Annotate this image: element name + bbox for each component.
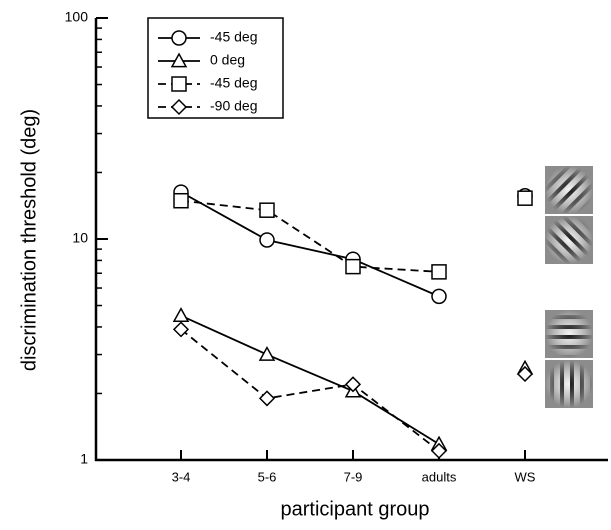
- data-point: [344, 376, 362, 393]
- patch-oblique-left: [535, 206, 603, 274]
- y-tick-label: 100: [65, 9, 89, 25]
- series-line: [180, 328, 440, 452]
- patch-vertical: [545, 360, 593, 408]
- patch-horizontal: [545, 310, 593, 358]
- x-axis-label: participant group: [281, 498, 430, 520]
- legend: [147, 17, 284, 119]
- series-line: [180, 191, 440, 298]
- legend-marker: [170, 98, 188, 116]
- legend-label: -45 deg: [210, 29, 257, 45]
- data-point: [172, 307, 190, 322]
- series-line: [180, 314, 440, 445]
- y-tick-label: 1: [80, 451, 88, 467]
- data-point: [258, 346, 276, 361]
- data-point: [172, 321, 190, 338]
- x-tick-label: 3-4: [172, 469, 191, 484]
- data-point: [173, 192, 189, 209]
- x-tick-label: 7-9: [344, 469, 363, 484]
- stimulus-patches: [535, 156, 603, 408]
- legend-marker: [171, 30, 187, 46]
- data-point: [431, 264, 447, 280]
- x-tick-label: 5-6: [258, 469, 277, 484]
- legend-label: -45 deg: [210, 75, 257, 91]
- data-point: [259, 232, 275, 248]
- series-line: [180, 199, 440, 273]
- legend-label: -90 deg: [210, 98, 257, 114]
- data-point: [345, 258, 361, 275]
- legend-label: 0 deg: [210, 52, 245, 68]
- data-point: [258, 390, 276, 407]
- data-point: [259, 202, 275, 218]
- legend-marker: [171, 76, 187, 92]
- data-point: [431, 288, 447, 305]
- patch-oblique-right: [535, 156, 603, 224]
- y-tick-label: 10: [72, 230, 88, 246]
- data-point: [516, 365, 534, 383]
- x-tick-label: adults: [422, 469, 457, 484]
- y-axis-label: discrimination threshold (deg): [18, 109, 40, 371]
- data-point: [517, 190, 533, 206]
- x-tick-label: WS: [515, 469, 536, 484]
- data-point: [430, 442, 448, 459]
- legend-marker: [170, 52, 188, 68]
